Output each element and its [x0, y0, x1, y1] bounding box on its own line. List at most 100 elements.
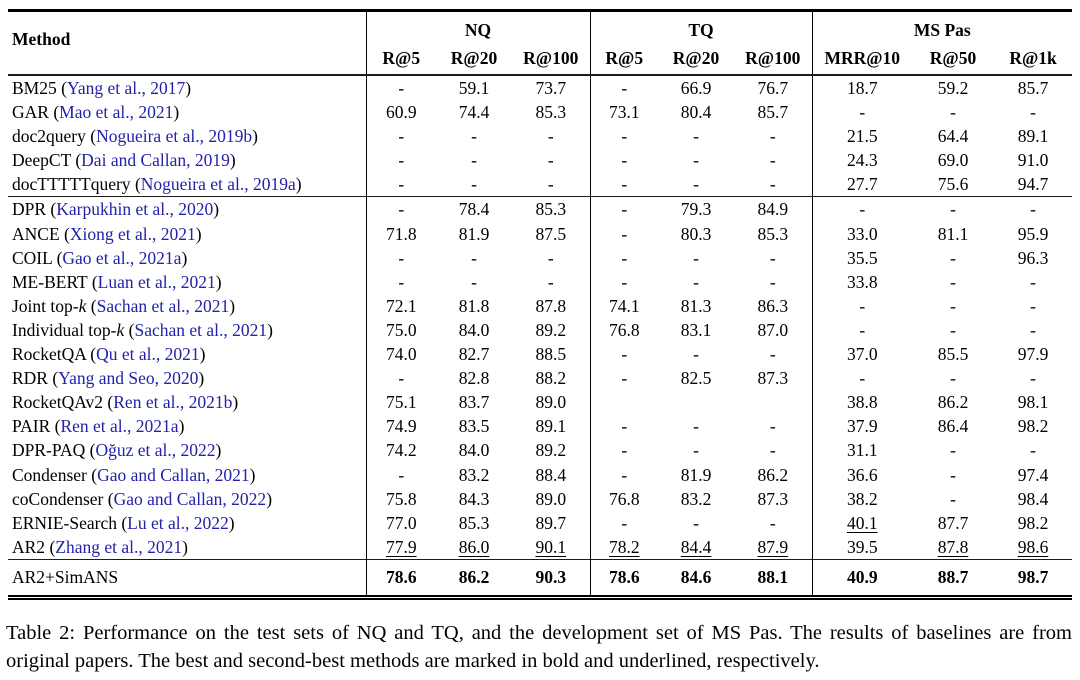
method-cell: docTTTTTquery (Nogueira et al., 2019a) [8, 172, 367, 197]
metric-cell: 88.4 [512, 462, 591, 487]
metric-cell: 75.6 [937, 174, 969, 195]
method-cell: RocketQAv2 (Ren et al., 2021b) [8, 390, 367, 415]
metric-cell: 27.7 [846, 174, 878, 195]
metric-cell: - [621, 464, 628, 485]
metric-cell: 86.0 [436, 535, 512, 560]
metric-cell: 78.2 [590, 535, 658, 560]
metric-cell: - [734, 510, 813, 535]
table-row: ERNIE-Search (Lu et al., 2022) 77.0 85.3 89… [8, 510, 1072, 535]
citation-link[interactable]: Karpukhin et al., 2020 [56, 199, 214, 220]
citation-link[interactable]: Gao and Callan, 2021 [97, 464, 250, 485]
underlined-value: 84.4 [680, 536, 712, 557]
table-row: RDR (Yang and Seo, 2020) - 82.8 88.2 - 82.5 87… [8, 366, 1072, 391]
metric-cell: 74.0 [385, 344, 417, 365]
metric-cell: - [471, 174, 477, 195]
metric-cell: - [950, 440, 956, 461]
metric-cell: - [734, 269, 813, 294]
metric-cell: - [621, 368, 628, 389]
citation-link[interactable]: Yang et al., 2017 [66, 78, 186, 98]
metric-cell: 88.5 [512, 342, 591, 367]
citation-link[interactable]: Gao et al., 2021a [62, 247, 182, 268]
metric-cell: - [621, 271, 628, 292]
metric-cell: 83.5 [458, 416, 490, 437]
metric-cell: 36.6 [846, 464, 878, 485]
citation-link[interactable]: Nogueira et al., 2019b [96, 126, 253, 147]
table-row: GAR (Mao et al., 2021) 60.9 74.4 85.3 73.1 80… [8, 100, 1072, 125]
metric-cell: - [812, 196, 913, 222]
metric-cell: - [398, 78, 405, 98]
metric-column-header: R@20 [658, 43, 735, 76]
metric-cell: 83.7 [458, 392, 490, 413]
citation-link[interactable]: Oğuz et al., 2022 [95, 440, 216, 461]
metric-cell: 84.3 [458, 488, 490, 509]
metric-cell: - [734, 172, 813, 197]
method-name: DPR [12, 199, 47, 220]
table-row: ME-BERT (Luan et al., 2021) - - - - - - 33.8 - - [8, 269, 1072, 294]
metric-cell: 87.3 [734, 366, 813, 391]
metric-cell: - [859, 102, 866, 123]
metric-cell: - [734, 414, 813, 439]
citation-link[interactable]: Qu et al., 2021 [96, 344, 200, 365]
metric-cell: - [950, 295, 956, 316]
metric-cell: 31.1 [846, 440, 878, 461]
method-cell: ERNIE-Search (Lu et al., 2022) [8, 510, 367, 535]
metric-cell: - [398, 126, 405, 147]
table-caption: Table 2: Performance on the test sets of… [6, 621, 1072, 673]
metric-cell: - [693, 174, 699, 195]
metric-cell: 77.9 [366, 535, 436, 560]
citation-link[interactable]: Ren et al., 2021b [113, 392, 233, 413]
citation-link[interactable]: Ren et al., 2021a [60, 416, 179, 437]
metric-cell: - [1030, 440, 1036, 461]
metric-cell: 85.3 [458, 512, 490, 533]
metric-cell: 64.4 [937, 126, 969, 147]
metric-cell: 82.5 [680, 368, 712, 389]
metric-cell: - [1030, 102, 1036, 123]
metric-cell: 74.9 [385, 416, 417, 437]
citation-link[interactable]: Xiong et al., 2021 [69, 223, 196, 244]
metric-cell: 87.8 [512, 293, 591, 318]
table-row: Individual top-k (Sachan et al., 2021) 75… [8, 317, 1072, 343]
table-body: BM25 (Yang et al., 2017) - 59.1 73.7 - 66.9 76… [8, 75, 1073, 598]
metric-cell: 80.3 [680, 223, 712, 244]
metric-cell: - [1030, 319, 1036, 340]
metric-cell: 86.2 [436, 558, 512, 598]
metric-cell: 76.8 [608, 488, 640, 509]
citation-link[interactable]: Yang and Seo, 2020 [58, 368, 199, 389]
citation-link[interactable]: Sachan et al., 2021 [96, 295, 230, 316]
metric-cell: - [471, 247, 477, 268]
citation-link[interactable]: Gao and Callan, 2022 [113, 488, 267, 509]
citation-link[interactable]: Dai and Callan, 2019 [81, 150, 230, 171]
metric-cell: 87.3 [734, 486, 813, 511]
citation-link[interactable]: Zhang et al., 2021 [55, 536, 183, 557]
metric-cell: 83.2 [458, 464, 490, 485]
citation-link[interactable]: Nogueira et al., 2019a [140, 174, 296, 195]
metric-cell: 33.8 [846, 271, 878, 292]
citation-link[interactable]: Lu et al., 2022 [127, 512, 229, 533]
metric-cell: 90.1 [512, 534, 591, 560]
method-name: docTTTTTquery [12, 174, 131, 195]
metric-cell: 73.7 [512, 75, 591, 101]
method-name: RDR [12, 368, 48, 389]
metric-cell: - [859, 368, 866, 389]
citation-link[interactable]: Mao et al., 2021 [59, 102, 174, 123]
metric-cell: - [950, 247, 956, 268]
metric-cell: 40.9 [812, 558, 913, 598]
method-name-italic-part: k [78, 295, 87, 316]
underlined-value: 40.1 [846, 512, 878, 533]
citation-link[interactable]: Luan et al., 2021 [97, 271, 216, 292]
citation-link[interactable]: Sachan et al., 2021 [134, 319, 268, 340]
metric-cell: - [693, 344, 699, 365]
metric-column-header: R@100 [734, 43, 813, 76]
metric-cell: - [398, 368, 405, 389]
metric-cell: - [693, 440, 699, 461]
metric-cell: 71.8 [385, 223, 417, 244]
metric-column-header: R@50 [912, 43, 995, 76]
table-row: RocketQA (Qu et al., 2021) 74.0 82.7 88.5 - -… [8, 342, 1072, 367]
method-name: ERNIE-Search [12, 512, 117, 533]
metric-cell: 86.2 [937, 392, 969, 413]
method-cell: Individual top-k (Sachan et al., 2021) [8, 317, 367, 343]
method-cell: PAIR (Ren et al., 2021a) [8, 414, 367, 439]
metric-cell: 35.5 [846, 247, 878, 268]
metric-cell: 76.8 [608, 319, 640, 340]
metric-cell: - [693, 512, 699, 533]
